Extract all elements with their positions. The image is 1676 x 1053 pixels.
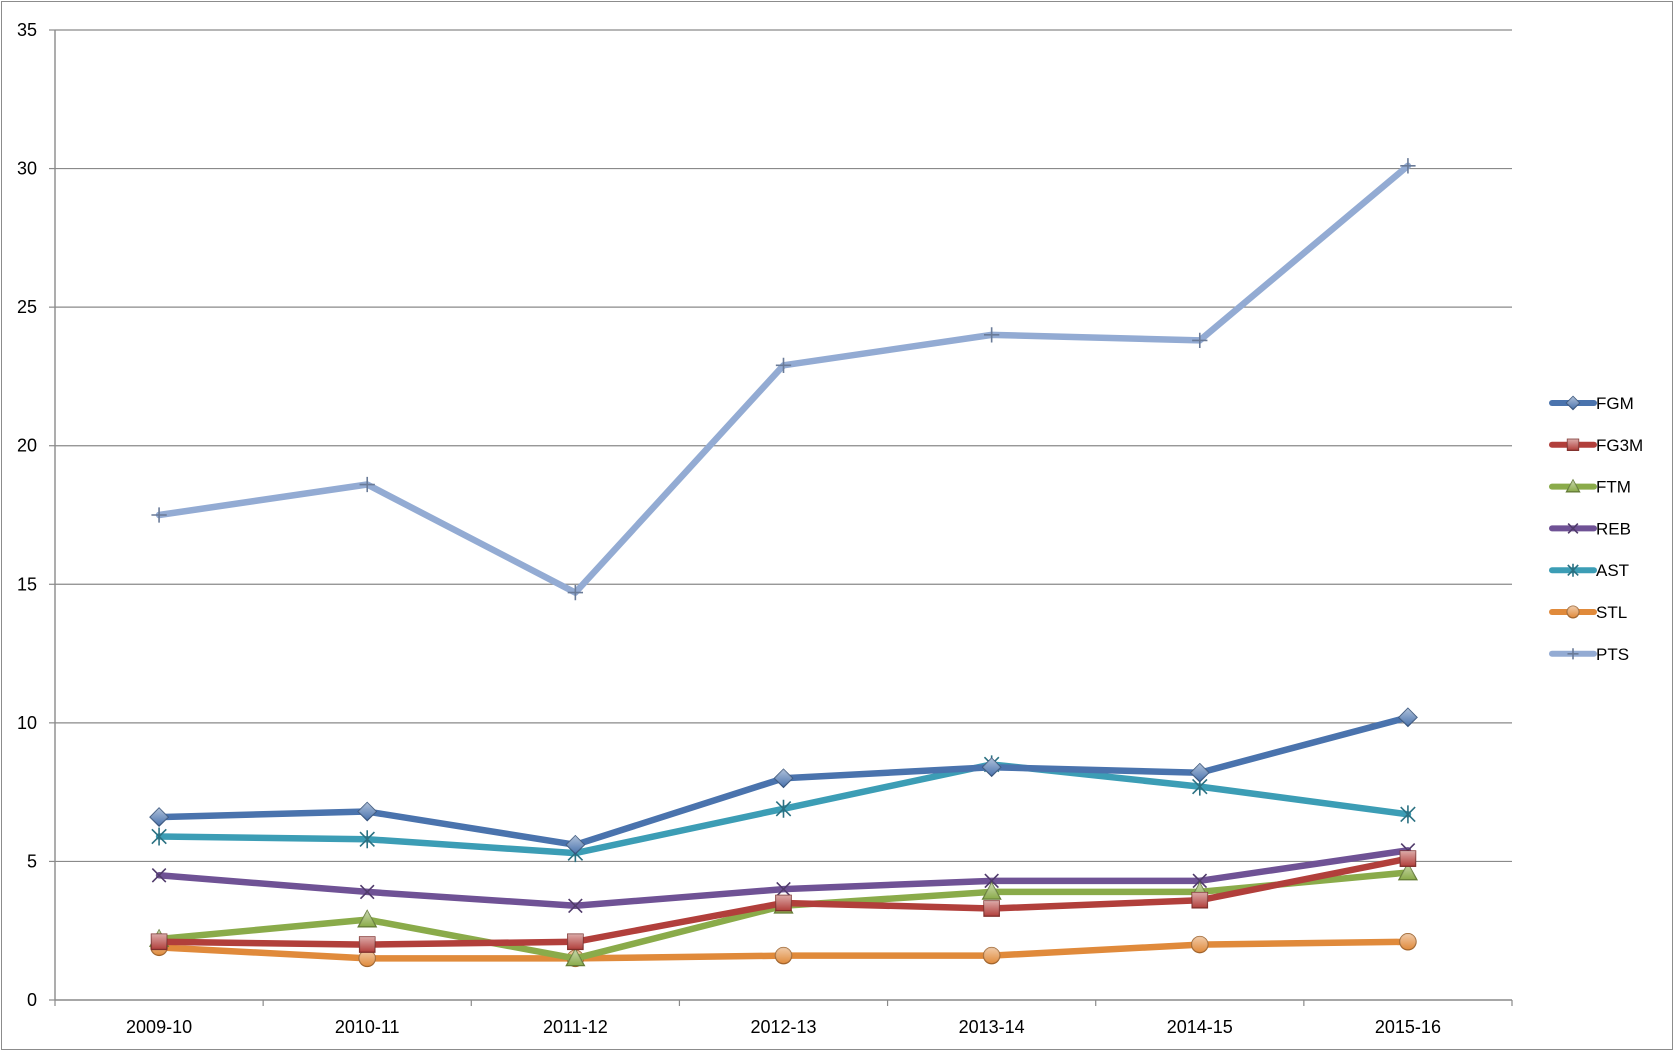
data-point-pts: [151, 507, 167, 523]
x-tick-label: 2014-15: [1167, 1017, 1233, 1037]
data-point-fg3m: [983, 900, 1000, 917]
data-point-reb: [1192, 873, 1208, 889]
legend-label: STL: [1596, 603, 1627, 622]
x-tick-label: 2012-13: [750, 1017, 816, 1037]
series-line-pts: [155, 162, 1412, 596]
legend-label: PTS: [1596, 645, 1629, 664]
data-point-ast: [359, 830, 375, 849]
data-point-fg3m: [150, 933, 168, 951]
legend-label: FG3M: [1596, 436, 1643, 455]
data-point-fgm: [981, 757, 1002, 778]
y-tick-label: 30: [17, 159, 37, 179]
data-point-fg3m: [1399, 850, 1417, 867]
data-point-ftm: [565, 948, 586, 967]
legend-marker: [1567, 522, 1579, 534]
data-point-stl: [774, 946, 793, 965]
legend-entry-ast: AST: [1549, 561, 1629, 580]
legend-entry-pts: PTS: [1549, 645, 1629, 664]
data-point-fg3m: [358, 936, 376, 953]
data-point-stl: [982, 946, 1001, 965]
data-point-pts: [1400, 158, 1416, 174]
y-tick-label: 0: [27, 990, 37, 1010]
y-tick-label: 35: [17, 20, 37, 40]
legend-label: AST: [1596, 561, 1629, 580]
legend-entry-reb: REB: [1549, 519, 1631, 538]
legend-marker: [1567, 648, 1579, 660]
data-point-stl: [1191, 935, 1209, 954]
legend-label: FTM: [1596, 478, 1631, 497]
data-point-fgm: [149, 807, 169, 828]
gridlines: [55, 29, 1512, 863]
legend-entry-fg3m: FG3M: [1549, 436, 1643, 455]
data-point-fgm: [1189, 762, 1210, 783]
data-point-ast: [1400, 805, 1416, 824]
y-tick-label: 10: [17, 713, 37, 733]
data-point-pts: [1192, 332, 1208, 349]
data-point-fg3m: [1191, 891, 1209, 909]
data-point-ftm: [981, 881, 1002, 900]
axes: 0 5 10 15 20 25 30 35 2009-10 2010-11 2011-12 2012-…: [17, 20, 1513, 1037]
data-point-fg3m: [567, 933, 584, 951]
series-fg3m: [150, 850, 1417, 953]
y-tick-label: 5: [27, 851, 37, 871]
legend-marker: [1565, 478, 1581, 493]
legend-entry-fgm: FGM: [1549, 394, 1634, 413]
legend-label: REB: [1596, 519, 1631, 538]
data-point-ast: [775, 799, 792, 818]
data-point-reb: [776, 881, 791, 897]
data-point-pts: [775, 357, 792, 373]
data-point-reb: [568, 898, 583, 914]
data-point-ftm: [1397, 862, 1419, 881]
legend-entry-stl: STL: [1549, 603, 1627, 622]
data-point-stl: [358, 949, 376, 968]
data-point-pts: [983, 327, 1000, 343]
y-tick-label: 15: [17, 574, 37, 594]
data-point-pts: [567, 584, 584, 601]
data-point-ast: [151, 827, 167, 846]
series-group: [148, 158, 1419, 968]
data-point-stl: [1399, 933, 1417, 951]
legend-marker: [1566, 605, 1580, 619]
legend-label: FGM: [1596, 394, 1634, 413]
x-tick-label: 2010-11: [335, 1017, 400, 1037]
x-tick-label: 2013-14: [959, 1017, 1025, 1037]
data-point-fgm: [357, 801, 378, 822]
legend-marker: [1565, 395, 1581, 411]
y-tick-label: 25: [17, 297, 37, 317]
series-pts: [151, 158, 1416, 601]
x-tick-label: 2011-12: [543, 1017, 608, 1037]
data-point-fgm: [773, 768, 794, 789]
data-point-fgm: [1398, 707, 1418, 728]
data-point-reb: [359, 884, 375, 900]
data-point-ftm: [357, 909, 378, 928]
legend-marker: [1566, 438, 1580, 451]
legend-entry-ftm: FTM: [1549, 478, 1631, 497]
data-point-fg3m: [775, 894, 792, 912]
series-stl: [150, 933, 1417, 968]
legend: FGM FG3M FTM REB AST STL PTS: [1549, 394, 1643, 664]
data-point-pts: [359, 476, 375, 493]
y-tick-label: 20: [17, 436, 37, 456]
x-tick-label: 2015-16: [1375, 1017, 1441, 1037]
data-point-reb: [984, 873, 999, 889]
legend-marker: [1567, 563, 1579, 577]
series-fgm: [149, 707, 1418, 855]
data-point-reb: [151, 867, 167, 883]
x-tick-label: 2009-10: [126, 1017, 192, 1037]
data-point-fgm: [565, 834, 586, 855]
